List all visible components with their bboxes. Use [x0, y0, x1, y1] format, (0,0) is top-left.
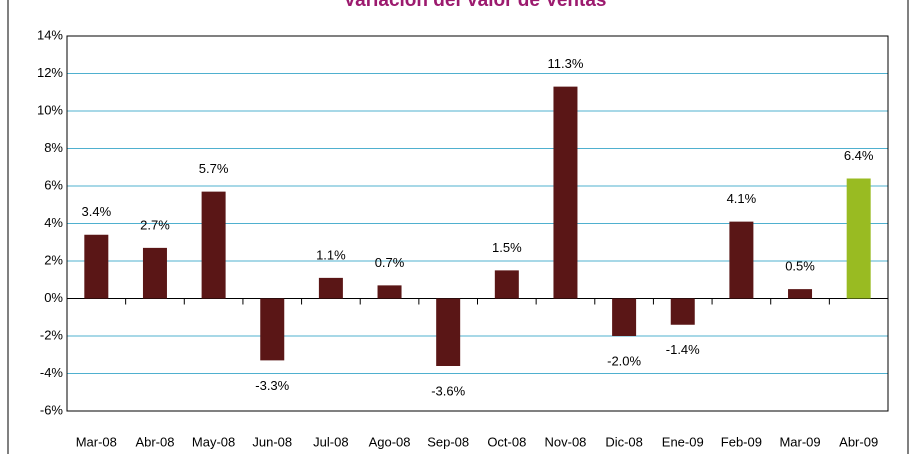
x-tick-label: Abr-08 — [135, 434, 174, 449]
bar — [494, 270, 519, 299]
chart-title: Variación del Valor de Ventas — [344, 0, 607, 11]
x-tick-label: Jun-08 — [252, 434, 292, 449]
bar — [436, 298, 461, 366]
x-tick-label: Mar-09 — [779, 434, 820, 449]
bar — [553, 86, 578, 299]
y-tick-label: -2% — [40, 327, 64, 342]
y-tick-label: 4% — [44, 215, 63, 230]
bar — [318, 277, 343, 299]
value-label: -3.6% — [431, 383, 465, 398]
value-label: -1.4% — [666, 342, 700, 357]
bar — [846, 178, 871, 299]
value-label: -3.3% — [255, 378, 289, 393]
x-tick-label: Ene-09 — [662, 434, 704, 449]
value-label: 0.5% — [785, 259, 815, 274]
x-tick-label: Ago-08 — [369, 434, 411, 449]
x-tick-label: Abr-09 — [839, 434, 878, 449]
y-tick-label: 10% — [37, 102, 63, 117]
bar — [142, 247, 167, 299]
x-tick-label: Mar-08 — [76, 434, 117, 449]
bar — [201, 191, 226, 299]
x-tick-label: Jul-08 — [313, 434, 348, 449]
value-label: 11.3% — [548, 56, 584, 71]
bar — [377, 285, 402, 299]
x-tick-label: Nov-08 — [545, 434, 587, 449]
bar — [84, 234, 109, 299]
value-label: 1.5% — [492, 240, 522, 255]
y-tick-label: 2% — [44, 252, 63, 267]
x-tick-label: Oct-08 — [487, 434, 526, 449]
value-label: 3.4% — [82, 204, 112, 219]
bar — [612, 298, 637, 336]
x-tick-label: Dic-08 — [605, 434, 643, 449]
y-tick-label: 6% — [44, 177, 63, 192]
bar — [670, 298, 695, 325]
y-tick-label: 12% — [37, 65, 63, 80]
y-tick-label: -4% — [40, 365, 64, 380]
plot-frame — [66, 35, 889, 412]
value-label: 2.7% — [140, 217, 170, 232]
x-tick-label: May-08 — [192, 434, 235, 449]
x-tick-label: Feb-09 — [721, 434, 762, 449]
y-tick-label: 8% — [44, 140, 63, 155]
y-tick-label: 14% — [37, 27, 63, 42]
bar — [729, 221, 754, 299]
value-label: 0.7% — [375, 255, 405, 270]
bar — [788, 289, 813, 299]
value-label: -2.0% — [607, 353, 641, 368]
bar — [260, 298, 285, 361]
value-label: 4.1% — [727, 191, 757, 206]
value-label: 1.1% — [316, 247, 346, 262]
x-tick-label: Sep-08 — [427, 434, 469, 449]
y-tick-label: -6% — [40, 402, 64, 417]
value-label: 6.4% — [844, 148, 874, 163]
value-label: 5.7% — [199, 161, 229, 176]
y-tick-label: 0% — [44, 290, 63, 305]
